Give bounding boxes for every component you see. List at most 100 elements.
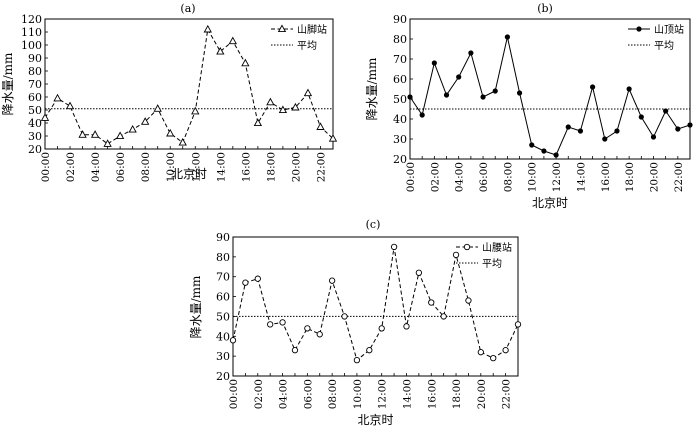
panel-2-point-marker (650, 134, 657, 140)
panel-2-point-marker (492, 88, 498, 94)
panel-3-point-marker (465, 297, 472, 304)
panel-2-point-marker (516, 90, 523, 96)
panel-1-y-tick-label: 20 (28, 143, 42, 156)
panel-1-point-marker (316, 122, 325, 130)
panel-1-point-marker (278, 105, 288, 114)
panel-2-point-marker (468, 50, 474, 56)
panel-3-point-marker (440, 313, 447, 320)
panel-1-x-tick-label: 22:00 (315, 152, 327, 182)
panel-3-x-tick-label: 06:00 (302, 379, 314, 409)
panel-2-y-tick-label: 40 (393, 113, 407, 126)
panel-2-y-tick-label: 20 (393, 153, 407, 166)
panel-1-point-marker (153, 104, 162, 112)
panel-1-x-tick-label: 10:00 (165, 152, 177, 182)
panel-2-y-tick-label: 70 (393, 53, 407, 66)
panel-3-point-marker (341, 313, 348, 320)
panel-3-point-marker (291, 347, 299, 354)
panel-2-x-tick-label: 12:00 (551, 162, 563, 192)
panel-2-x-tick-label: 06:00 (478, 162, 490, 192)
panel-2-x-tick-label: 20:00 (648, 162, 660, 192)
chart-panel-3: (c) 20 30 40 50 60 70 80 90 00:00 02:00 04:00 06:00 0… (189, 218, 522, 427)
panel-3-x-tick-label: 00:00 (228, 379, 240, 409)
panel-1-label: (a) (180, 2, 195, 15)
panel-1-point-marker (103, 139, 112, 147)
panel-3-y-tick-label: 80 (216, 251, 230, 264)
panel-3-point-marker (304, 325, 311, 332)
panel-2-point-marker (687, 122, 693, 128)
panel-3-x-tick-label: 04:00 (278, 379, 290, 409)
panel-1-x-tick-label: 16:00 (240, 152, 252, 182)
panel-2-y-tick-label: 90 (393, 13, 407, 26)
panel-1-point-marker (178, 137, 187, 146)
panel-1-point-marker (191, 106, 200, 115)
panel-3-point-marker (452, 251, 460, 259)
panel-1-x-axis-label: 北京时 (171, 167, 207, 181)
panel-2-x-tick-label: 18:00 (624, 162, 636, 192)
panel-2-y-tick-label: 60 (393, 73, 407, 86)
panel-3-point-marker (254, 275, 261, 282)
panel-2-point-marker (407, 94, 413, 100)
panel-3-y-tick-label: 40 (216, 330, 230, 343)
panel-3-x-tick-label: 20:00 (476, 379, 488, 409)
panel-1-point-marker (228, 36, 237, 45)
panel-3-y-tick-label: 60 (216, 291, 230, 304)
panel-1-point-marker (166, 128, 175, 137)
panel-2-series-line (409, 36, 691, 156)
panel-2-point-marker (614, 128, 620, 134)
panel-1-x-tick-label: 12:00 (190, 152, 202, 182)
panel-3-point-marker (267, 321, 274, 328)
panel-1-legend-average-label: 平均 (297, 40, 317, 52)
panel-1-point-marker (241, 58, 250, 67)
panel-3-x-tick-label: 02:00 (253, 379, 265, 409)
panel-1-y-tick-label: 80 (28, 65, 42, 78)
panel-3-point-marker (490, 354, 497, 362)
panel-2-point-marker (602, 136, 608, 142)
panel-3-y-tick-label: 30 (216, 350, 230, 363)
panel-1-x-tick-label: 18:00 (265, 152, 277, 182)
panel-2-point-marker (541, 148, 547, 154)
panel-3-point-marker (229, 337, 237, 344)
panel-1-point-marker (141, 117, 150, 125)
panel-1-point-marker (203, 24, 212, 33)
panel-2-plot-frame (409, 18, 691, 160)
panel-2-x-tick-label: 04:00 (454, 162, 466, 192)
panel-2-point-marker (590, 84, 596, 90)
panel-1-y-tick-label: 60 (28, 91, 42, 104)
panel-1-y-tick-label: 100 (21, 39, 42, 52)
panel-1-y-tick-label: 50 (28, 104, 42, 117)
panel-2-x-tick-label: 10:00 (527, 162, 539, 192)
panel-3-point-marker (502, 347, 509, 354)
panel-2-x-tick-label: 16:00 (600, 162, 612, 192)
panel-1-y-tick-label: 90 (28, 52, 42, 65)
panel-1-plot-frame (44, 18, 334, 150)
panel-2-point-marker (419, 112, 425, 118)
panel-2-point-marker (553, 152, 559, 158)
panel-2-point-marker (675, 126, 681, 132)
panel-3-point-marker (390, 243, 398, 251)
panel-2-point-marker (480, 94, 486, 100)
panel-3-label: (c) (366, 218, 381, 231)
panel-2-x-axis-label: 北京时 (532, 196, 568, 210)
panel-2-y-tick-label: 50 (393, 93, 407, 106)
panel-2-x-tick-label: 08:00 (502, 162, 514, 192)
panel-1-y-tick-label: 40 (28, 117, 42, 130)
panel-2-y-tick-label: 30 (393, 133, 407, 146)
panel-3-legend-average-label: 平均 (482, 258, 502, 270)
panel-1-point-marker (78, 130, 87, 138)
panel-2-point-marker (443, 92, 450, 98)
panel-2-x-tick-label: 02:00 (429, 162, 441, 192)
panel-3-x-tick-label: 16:00 (426, 379, 438, 409)
panel-1-point-marker (65, 101, 75, 110)
panel-1-point-marker (266, 97, 275, 106)
panel-3-x-tick-label: 22:00 (501, 379, 513, 409)
panel-1-y-tick-label: 120 (21, 13, 42, 26)
panel-3-legend-series-label: 山腰站 (482, 241, 512, 254)
panel-2-y-axis-label: 降水量/mm (365, 57, 379, 120)
panel-3-y-tick-label: 20 (216, 370, 230, 383)
panel-3-point-marker (415, 269, 423, 276)
panel-1-y-axis-label: 降水量/mm (1, 52, 15, 115)
